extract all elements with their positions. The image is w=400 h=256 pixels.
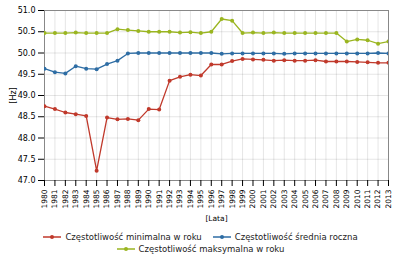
svg-text:50.5: 50.5 [18,27,36,36]
svg-text:2008: 2008 [332,189,341,208]
svg-text:1998: 1998 [228,189,237,208]
svg-text:50.0: 50.0 [18,49,36,58]
svg-text:2000: 2000 [248,189,257,208]
svg-text:1982: 1982 [61,189,70,208]
svg-text:1985: 1985 [92,189,101,208]
svg-text:2004: 2004 [290,189,299,208]
svg-text:2001: 2001 [259,189,268,208]
svg-text:2011: 2011 [363,189,372,208]
svg-text:[Hz]: [Hz] [9,87,18,103]
svg-text:1996: 1996 [207,189,216,208]
svg-text:2003: 2003 [280,189,289,208]
svg-text:1997: 1997 [217,189,226,208]
svg-text:2002: 2002 [269,189,278,208]
svg-text:1984: 1984 [82,189,91,208]
svg-text:1988: 1988 [123,189,132,208]
svg-text:2005: 2005 [301,189,310,208]
svg-text:1991: 1991 [155,189,164,208]
svg-text:1993: 1993 [175,189,184,208]
svg-text:1983: 1983 [71,189,80,208]
svg-text:48.0: 48.0 [18,134,36,143]
svg-text:1999: 1999 [238,189,247,208]
svg-text:1989: 1989 [134,189,143,208]
svg-text:2010: 2010 [353,189,362,208]
html-text:Częstotliwość maksymalna w rok: Częstotliwość maksymalna w roku [138,244,285,254]
svg-text:49.0: 49.0 [18,91,36,100]
svg-text:1992: 1992 [165,189,174,208]
svg-text:2013: 2013 [384,189,393,208]
svg-text:1986: 1986 [102,189,111,208]
html-text:Częstotliwość średnia roczna: Częstotliwość średnia roczna [234,232,358,242]
svg-text:47.0: 47.0 [18,176,36,185]
svg-text:2012: 2012 [373,189,382,208]
svg-text:48.5: 48.5 [18,112,36,121]
svg-text:1990: 1990 [144,189,153,208]
svg-text:1987: 1987 [113,189,122,208]
svg-text:1995: 1995 [196,189,205,208]
svg-text:49.5: 49.5 [18,70,36,79]
svg-text:1980: 1980 [40,189,49,208]
svg-text:47.5: 47.5 [18,155,36,164]
svg-text:2009: 2009 [342,189,351,208]
svg-text:51.0: 51.0 [18,6,36,15]
svg-text:1981: 1981 [50,189,59,208]
svg-text:2007: 2007 [321,189,330,208]
html-text:Częstotliwość minimalna w roku: Częstotliwość minimalna w roku [65,232,202,242]
svg-text:[Lata]: [Lata] [205,214,227,223]
svg-text:1994: 1994 [186,189,195,208]
svg-text:2006: 2006 [311,189,320,208]
